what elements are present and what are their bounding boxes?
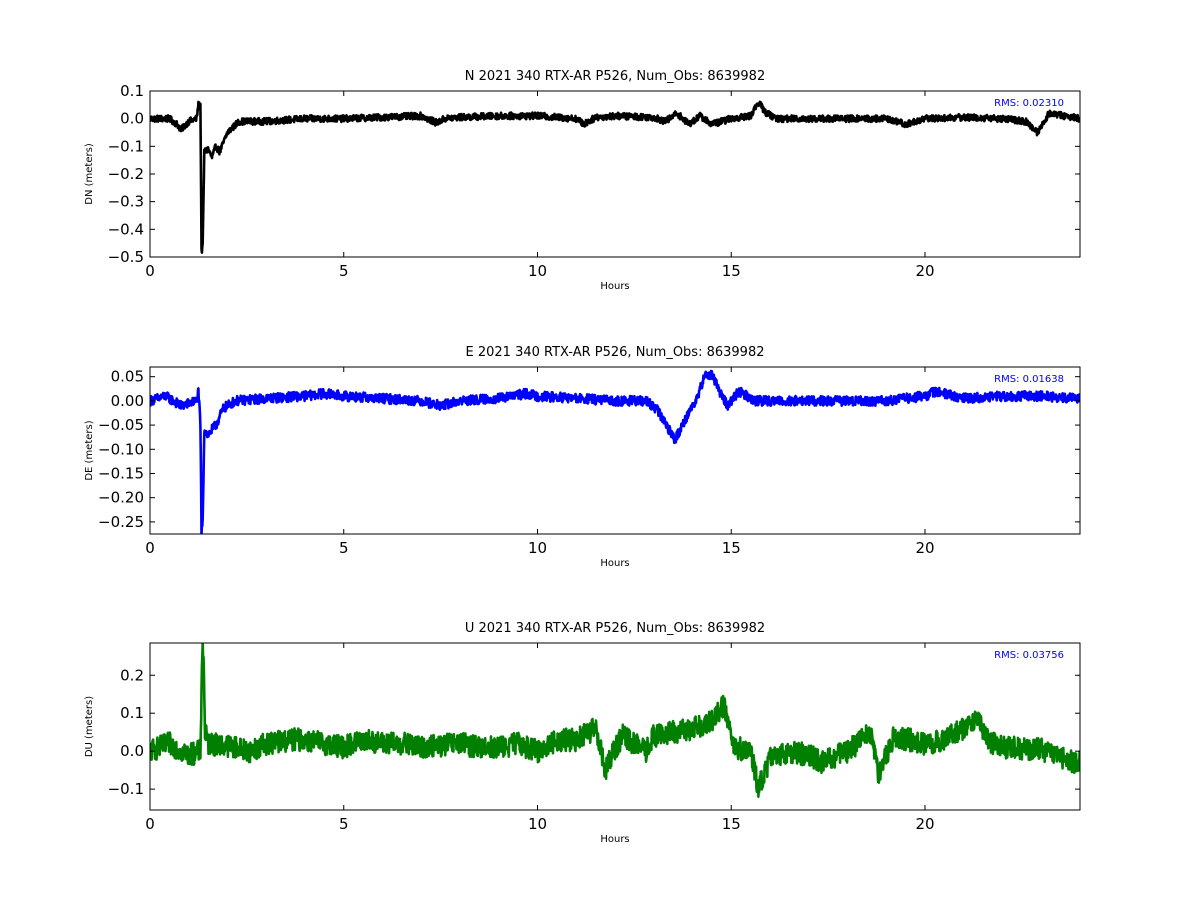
x-axis-label-east: Hours	[600, 558, 629, 569]
y-tick-label: 0.00	[111, 392, 144, 410]
x-tick-label: 15	[722, 539, 741, 557]
panel-east: 0 5 10 15 20 0.05 0.00 −0.05 −0.10 −0.15 −0.20 −0.2…	[84, 345, 1081, 569]
rms-annotation-east: RMS: 0.01638	[994, 374, 1064, 385]
x-tick-label: 0	[145, 262, 155, 280]
panel-title-up: U 2021 340 RTX-AR P526, Num_Obs: 8639982	[465, 621, 765, 636]
series-line-east	[150, 369, 1080, 534]
y-tick-label: −0.3	[108, 193, 144, 211]
rms-annotation-north: RMS: 0.02310	[994, 98, 1064, 109]
y-tick-label: −0.10	[98, 440, 144, 458]
series-line-up	[150, 643, 1080, 798]
x-tick-label: 0	[145, 815, 155, 833]
x-tick-label: 20	[915, 539, 934, 557]
panel-title-north: N 2021 340 RTX-AR P526, Num_Obs: 8639982	[465, 69, 765, 84]
x-tick-label: 10	[528, 815, 547, 833]
y-tick-label: −0.4	[108, 220, 144, 238]
x-tick-label: 20	[915, 262, 934, 280]
y-tick-label: 0.0	[120, 742, 144, 760]
y-axis-label-east: DE (meters)	[84, 420, 95, 480]
y-tick-label: −0.1	[108, 780, 144, 798]
y-tick-label: −0.5	[108, 248, 144, 266]
y-tick-label: −0.25	[98, 513, 144, 531]
y-tick-label: 0.2	[120, 666, 144, 684]
y-tick-label: −0.2	[108, 165, 144, 183]
rms-annotation-up: RMS: 0.03756	[994, 650, 1064, 661]
panel-title-east: E 2021 340 RTX-AR P526, Num_Obs: 8639982	[466, 345, 765, 360]
panel-up: 0 5 10 15 20 0.2 0.1 0.0 −0.1 U 2021 340 RTX-AR P…	[84, 621, 1081, 845]
x-tick-label: 5	[339, 539, 349, 557]
panel-north: 0 5 10 15 20 0.1 0.0 −0.1 −0.2 −0.3 −0.4 −0.5 N 2021…	[84, 69, 1081, 292]
y-tick-label: −0.05	[98, 416, 144, 434]
x-axis-label-up: Hours	[600, 834, 629, 845]
y-tick-label: −0.20	[98, 489, 144, 507]
y-tick-label: −0.15	[98, 464, 144, 482]
x-tick-label: 0	[145, 539, 155, 557]
series-line-north	[150, 100, 1080, 254]
axes-frame-east	[149, 366, 1081, 535]
x-tick-label: 15	[722, 815, 741, 833]
x-tick-label: 15	[722, 262, 741, 280]
x-tick-label: 10	[528, 539, 547, 557]
x-tick-label: 5	[339, 262, 349, 280]
y-axis-label-up: DU (meters)	[84, 696, 95, 757]
y-tick-label: 0.05	[111, 368, 144, 386]
y-tick-label: 0.0	[120, 110, 144, 128]
y-tick-label: 0.1	[120, 704, 144, 722]
y-axis-label-north: DN (meters)	[84, 143, 95, 205]
x-tick-label: 20	[915, 815, 934, 833]
y-tick-label: −0.1	[108, 137, 144, 155]
y-tick-label: 0.1	[120, 82, 144, 100]
x-tick-label: 10	[528, 262, 547, 280]
x-axis-label-north: Hours	[600, 281, 629, 292]
x-tick-label: 5	[339, 815, 349, 833]
axes-frame-up	[149, 642, 1081, 811]
